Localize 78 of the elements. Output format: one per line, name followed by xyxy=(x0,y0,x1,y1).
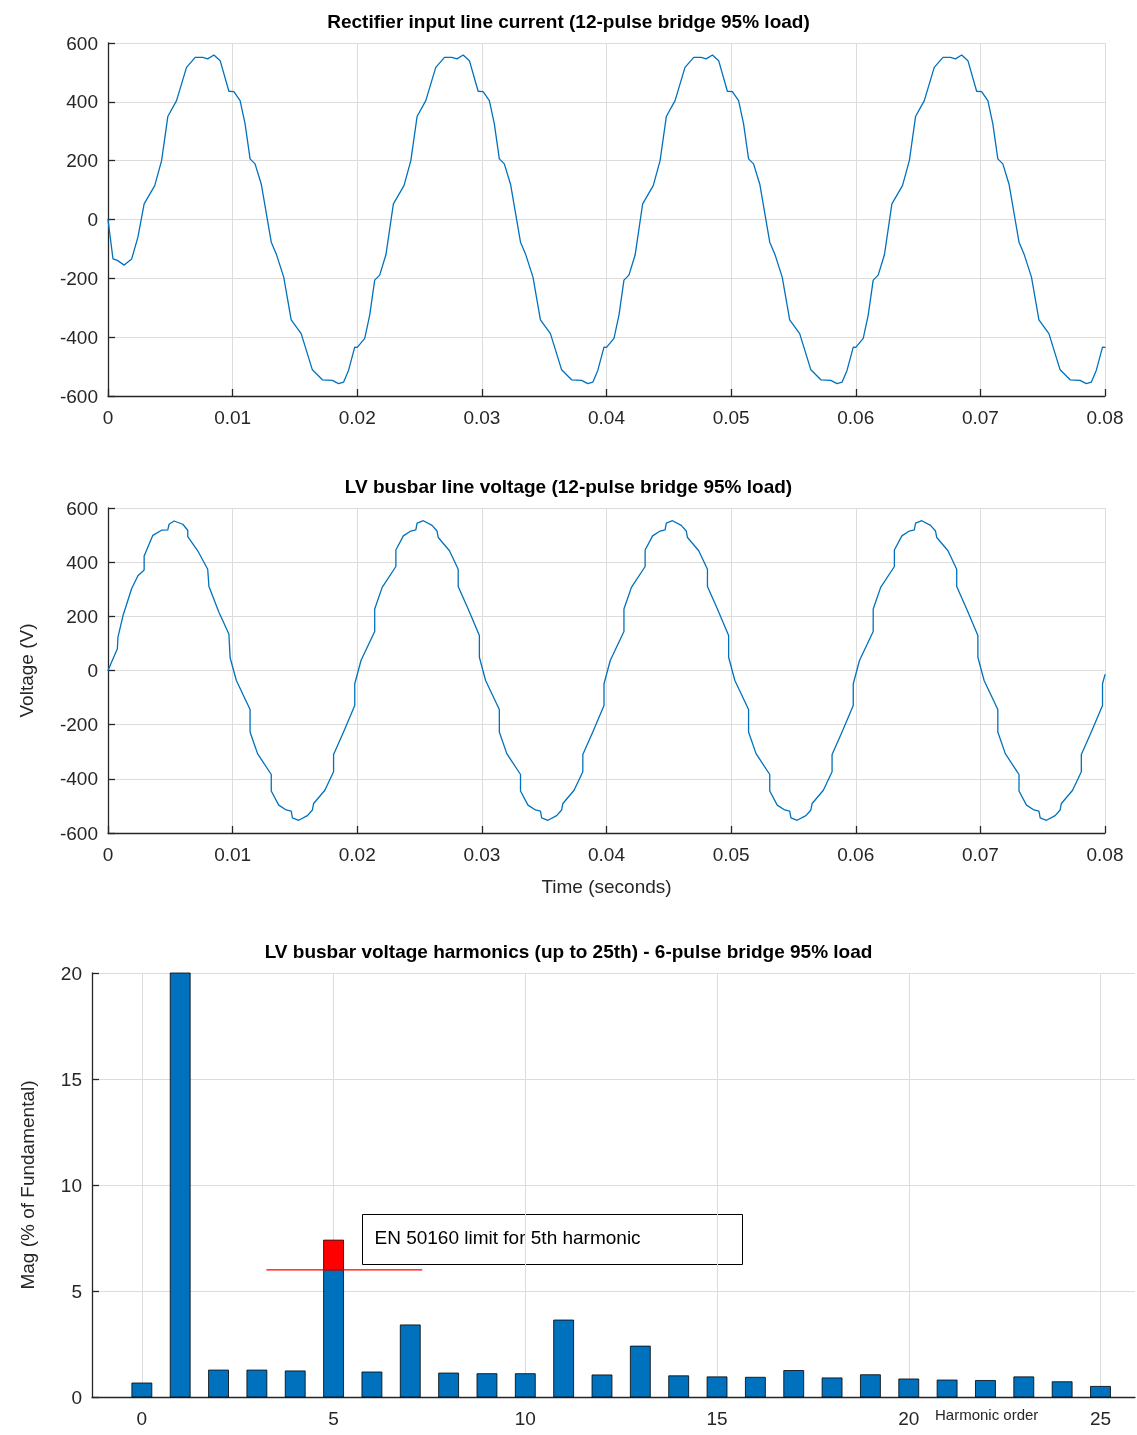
bar xyxy=(476,1373,498,1398)
x-tick-label: 0.01 xyxy=(214,844,252,865)
x-tick-label: 0.01 xyxy=(214,407,252,428)
bar xyxy=(706,1376,728,1398)
bar xyxy=(553,1319,575,1398)
bar xyxy=(361,1371,383,1398)
bar xyxy=(821,1377,843,1398)
x-tick-label: 10 xyxy=(514,1408,536,1429)
line-series xyxy=(107,520,1106,821)
bar xyxy=(975,1380,996,1398)
y-tick-label: -600 xyxy=(59,822,98,844)
x-tick-label: 15 xyxy=(706,1408,728,1429)
y-tick-label: -200 xyxy=(59,267,98,289)
x-tick-label: 20 xyxy=(898,1408,920,1429)
bar xyxy=(514,1373,536,1398)
x-tick-label: 0 xyxy=(102,844,114,865)
bar xyxy=(1090,1386,1111,1398)
x-tick-label: 25 xyxy=(1089,1408,1112,1429)
y-tick-label: -200 xyxy=(59,714,98,736)
x-tick-label: 0.07 xyxy=(961,407,999,428)
bar xyxy=(745,1376,766,1398)
bar xyxy=(284,1370,306,1398)
bar xyxy=(169,972,191,1398)
y-tick-label: 200 xyxy=(66,150,98,172)
x-tick-label: 0.03 xyxy=(463,844,501,865)
x-tick-label: 0.02 xyxy=(338,844,376,865)
x-tick-label: 0 xyxy=(102,407,114,428)
bar xyxy=(936,1379,958,1398)
y-tick-label: 400 xyxy=(66,91,98,113)
x-tick-label: 0.02 xyxy=(338,407,376,428)
bar xyxy=(246,1369,268,1398)
x-tick-label: 0 xyxy=(136,1408,148,1429)
y-axis-title: Mag (% of Fundamental) xyxy=(17,1080,38,1290)
bar xyxy=(208,1369,229,1398)
bar xyxy=(591,1374,613,1398)
x-tick-label: 0.05 xyxy=(712,407,750,428)
x-tick-label: 0.04 xyxy=(588,844,626,865)
y-tick-label: 400 xyxy=(66,551,98,573)
x-tick-label: 5 xyxy=(328,1408,339,1429)
y-tick-label: -600 xyxy=(59,385,98,407)
bar xyxy=(399,1324,421,1398)
y-tick-label: -400 xyxy=(59,768,98,790)
y-tick-label: 10 xyxy=(60,1174,82,1196)
annotation: EN 50160 limit for 5th harmonic xyxy=(374,1226,641,1248)
y-tick-label: -400 xyxy=(59,326,98,348)
chart-title: Rectifier input line current (12-pulse bridge 95% load) xyxy=(327,11,810,32)
bar xyxy=(131,1382,153,1398)
bar xyxy=(783,1370,805,1398)
bar xyxy=(629,1345,651,1398)
bar xyxy=(1013,1376,1035,1398)
bar xyxy=(438,1372,459,1398)
x-axis-title: Time (seconds) xyxy=(541,876,672,897)
y-tick-label: 20 xyxy=(60,962,82,984)
x-tick-label: 0.07 xyxy=(961,844,999,865)
y-tick-label: 600 xyxy=(66,32,98,54)
y-tick-label: 600 xyxy=(66,497,98,519)
x-tick-label: 0.06 xyxy=(837,407,875,428)
y-axis-title: Voltage (V) xyxy=(16,623,37,718)
x-tick-label: 0.03 xyxy=(463,407,501,428)
y-tick-label: 200 xyxy=(66,605,98,627)
line-series xyxy=(107,54,1106,385)
bar xyxy=(898,1378,920,1398)
bar xyxy=(860,1374,881,1398)
x-tick-label: 0.06 xyxy=(837,844,875,865)
bar xyxy=(1051,1381,1073,1398)
y-tick-label: 15 xyxy=(60,1068,82,1090)
y-tick-label: 0 xyxy=(87,209,98,230)
x-tick-label: 0.08 xyxy=(1086,844,1124,865)
y-tick-label: 0 xyxy=(87,660,98,681)
x-tick-label: 0.04 xyxy=(588,407,626,428)
y-tick-label: 0 xyxy=(71,1386,82,1408)
y-tick-label: 5 xyxy=(71,1280,82,1302)
x-tick-label: 0.08 xyxy=(1086,407,1124,428)
chart-title: LV busbar voltage harmonics (up to 25th) - 6-pulse bridge 95% load xyxy=(264,941,873,962)
bar xyxy=(668,1375,690,1398)
chart-title: LV busbar line voltage (12-pulse bridge 95% load) xyxy=(344,476,793,497)
x-axis-title: Harmonic order xyxy=(935,1406,1039,1423)
x-tick-label: 0.05 xyxy=(712,844,750,865)
